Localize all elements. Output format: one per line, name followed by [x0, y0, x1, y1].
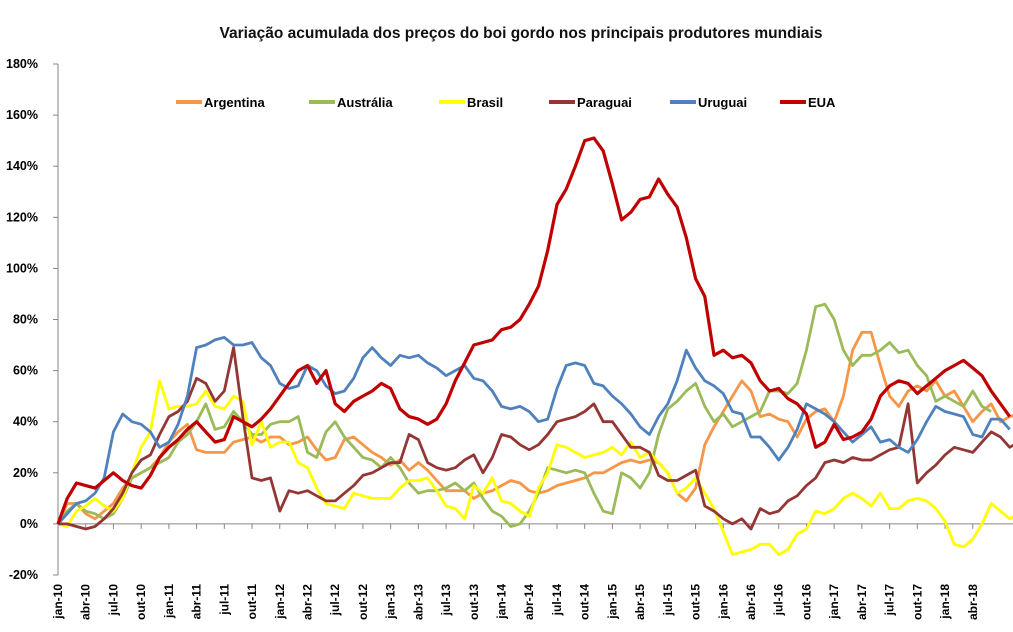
x-tick-label: jul-17: [883, 584, 897, 617]
legend-label: EUA: [808, 95, 836, 110]
x-tick-label: abr-13: [411, 584, 425, 620]
legend-label: Argentina: [204, 95, 265, 110]
x-tick-label: abr-18: [966, 584, 980, 620]
x-tick-label: jul-14: [550, 584, 564, 617]
x-tick-label: jul-11: [217, 584, 231, 616]
series-line-uruguai: [56, 335, 1011, 525]
y-tick-label: 20%: [13, 466, 38, 480]
x-tick-label: out-17: [910, 584, 924, 620]
x-tick-label: jan-18: [938, 584, 952, 620]
y-tick-label: -20%: [9, 568, 38, 582]
x-tick-label: jan-12: [273, 584, 287, 620]
series-line-eua: [56, 136, 1011, 525]
x-tick-label: jul-16: [772, 584, 786, 617]
legend-label: Brasil: [467, 95, 503, 110]
legend-label: Austrália: [337, 95, 393, 110]
x-tick-label: out-16: [799, 584, 813, 620]
x-tick-label: abr-10: [79, 584, 93, 620]
y-tick-label: 180%: [6, 57, 38, 71]
x-tick-label: out-14: [578, 584, 592, 620]
series-line-paraguai: [58, 346, 1013, 531]
x-tick-label: jul-10: [106, 584, 120, 617]
x-tick-label: jan-16: [716, 584, 730, 620]
x-tick-label: jul-15: [661, 584, 675, 617]
legend-label: Paraguai: [577, 95, 632, 110]
series-line-argentina: [56, 330, 1013, 525]
x-tick-label: jan-13: [384, 584, 398, 620]
legend: Argentina Austrália Brasil Paraguai Uruguai E…: [176, 95, 836, 110]
x-tick-label: abr-14: [522, 584, 536, 620]
y-tick-label: 0%: [20, 517, 38, 531]
x-tick-label: out-15: [689, 584, 703, 620]
x-axis: jan-10 abr-10 jul-10 out-10 jan-11 abr-11 jul-…: [51, 523, 1013, 620]
y-tick-label: 140%: [6, 159, 38, 173]
legend-label: Uruguai: [698, 95, 747, 110]
x-tick-label: abr-11: [190, 584, 204, 620]
y-axis: -20% 0% 20% 40% 60% 80% 100% 120% 140% 160% 180%: [6, 57, 59, 582]
x-tick-label: abr-12: [300, 584, 314, 620]
x-tick-label: jan-15: [605, 584, 619, 620]
x-tick-label: jan-10: [51, 584, 65, 620]
x-tick-label: jan-11: [162, 584, 176, 619]
y-tick-label: 80%: [13, 313, 38, 327]
x-tick-label: out-10: [134, 584, 148, 620]
plot-lines: [56, 136, 1013, 556]
x-tick-label: jul-12: [328, 584, 342, 617]
x-tick-label: jan-14: [495, 584, 509, 620]
y-tick-label: 60%: [13, 364, 38, 378]
x-tick-label: abr-15: [633, 584, 647, 620]
x-tick-label: abr-17: [855, 584, 869, 620]
chart-title: Variação acumulada dos preços do boi gor…: [220, 25, 823, 42]
y-tick-label: 120%: [6, 210, 38, 224]
series-line-brasil: [57, 379, 1013, 556]
x-tick-label: jan-17: [827, 584, 841, 620]
x-tick-label: out-11: [245, 584, 259, 620]
x-tick-label: out-12: [356, 584, 370, 620]
y-tick-label: 40%: [13, 415, 38, 429]
x-tick-label: jul-13: [439, 584, 453, 617]
x-tick-label: out-13: [467, 584, 481, 620]
series-line-austrlia: [56, 302, 992, 528]
x-tick-label: abr-16: [744, 584, 758, 620]
y-tick-label: 100%: [6, 261, 38, 275]
y-tick-label: 160%: [6, 108, 38, 122]
